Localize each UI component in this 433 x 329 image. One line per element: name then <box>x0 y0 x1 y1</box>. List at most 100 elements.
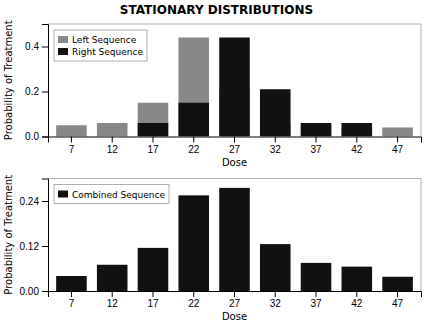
bar <box>97 123 128 137</box>
legend-swatch <box>58 36 68 43</box>
x-tick: 17 <box>147 137 159 155</box>
tick-mark <box>234 291 235 297</box>
x-tick: 42 <box>351 137 363 155</box>
tick-mark <box>71 137 72 143</box>
x-tick: 32 <box>270 291 282 309</box>
x-tick-label: 32 <box>270 144 282 155</box>
bar <box>56 276 87 291</box>
tick-mark <box>397 291 398 297</box>
y-tick-label: 0.12 <box>20 241 40 252</box>
bar <box>219 188 250 291</box>
panel: 712172227323742470.00.20.4DoseProbabilit… <box>3 20 422 167</box>
x-tick-label: 22 <box>188 144 200 155</box>
x-tick-label: 27 <box>229 144 241 155</box>
legend-label: Right Sequence <box>72 47 143 57</box>
tick-mark <box>356 137 357 143</box>
chart: STATIONARY DISTRIBUTIONS 7 12 17 22 27 32 37 42 4… <box>0 0 433 329</box>
x-tick: 12 <box>107 137 119 155</box>
bar <box>178 195 209 291</box>
x-tick-label: 47 <box>392 298 404 309</box>
x-tick: 7 <box>69 137 75 155</box>
x-tick: 22 <box>188 291 200 309</box>
tick-mark <box>71 291 72 297</box>
y-tick: 0.12 <box>20 241 48 252</box>
axis-line <box>42 25 49 138</box>
legend-box <box>54 30 147 61</box>
x-tick-label: 12 <box>107 144 119 155</box>
y-axis: 0.00.20.4 <box>25 25 48 143</box>
y-tick: 0.0 <box>25 131 48 142</box>
x-tick-label: 7 <box>69 144 75 155</box>
bar <box>342 123 373 137</box>
bar <box>260 89 291 136</box>
x-tick: 47 <box>392 137 404 155</box>
frame-top <box>48 178 421 179</box>
tick-mark <box>42 47 48 48</box>
tick-mark <box>275 137 276 143</box>
series <box>138 38 372 137</box>
legend-box <box>54 185 169 204</box>
bar <box>260 244 291 291</box>
x-tick-label: 27 <box>229 298 241 309</box>
bar <box>301 263 332 291</box>
bar <box>219 38 250 137</box>
x-tick: 42 <box>351 291 363 309</box>
x-tick-label: 7 <box>69 298 75 309</box>
y-tick-label: 0.00 <box>20 286 40 297</box>
bar <box>97 136 128 137</box>
x-tick-label: 12 <box>107 298 119 309</box>
tick-mark <box>42 92 48 93</box>
x-tick: 37 <box>310 291 322 309</box>
axis-line <box>49 292 422 298</box>
tick-mark <box>193 137 194 143</box>
bar <box>178 38 209 137</box>
legend: Left Sequence Right Sequence <box>54 30 147 61</box>
tick-mark <box>42 291 48 292</box>
bar <box>138 103 169 137</box>
x-tick: 12 <box>107 291 119 309</box>
bar <box>382 277 413 291</box>
tick-mark <box>42 137 48 138</box>
tick-mark <box>42 201 48 202</box>
bar <box>56 136 87 137</box>
tick-mark <box>42 246 48 247</box>
title: STATIONARY DISTRIBUTIONS <box>120 3 313 17</box>
bars <box>56 38 413 137</box>
tick-mark <box>356 291 357 297</box>
frame-top <box>48 24 421 25</box>
x-tick-label: 37 <box>310 298 322 309</box>
x-tick: 7 <box>69 291 75 309</box>
legend-label: Combined Sequence <box>72 190 165 200</box>
tick-mark <box>112 137 113 143</box>
x-tick: 47 <box>392 291 404 309</box>
x-axis: 71217222732374247 <box>49 291 422 309</box>
x-tick: 22 <box>188 137 200 155</box>
bar <box>97 265 128 291</box>
bar <box>342 267 373 291</box>
x-tick-label: 17 <box>147 144 159 155</box>
axis-line <box>42 179 49 292</box>
tick-mark <box>397 137 398 143</box>
x-axis-title: Dose <box>222 157 247 168</box>
tick-mark <box>152 291 153 297</box>
tick-mark <box>193 291 194 297</box>
tick-mark <box>112 291 113 297</box>
y-axis-title: Probability of Treatment <box>3 20 14 140</box>
bar <box>138 123 169 137</box>
legend-label: Left Sequence <box>72 35 137 45</box>
tick-mark <box>234 137 235 143</box>
y-tick: 0.24 <box>20 196 48 207</box>
panel: 712172227323742470.000.120.24DoseProbabi… <box>3 175 422 322</box>
frame-right <box>421 179 422 292</box>
tick-mark <box>316 137 317 143</box>
y-axis: 0.00 0.12 0.24 <box>20 179 49 297</box>
tick-mark <box>152 137 153 143</box>
x-tick: 27 <box>229 137 241 155</box>
legend-swatch <box>58 48 68 55</box>
bar <box>138 248 169 291</box>
tick-mark <box>275 291 276 297</box>
frame-right <box>421 24 422 137</box>
y-axis-title: Probability of Treatment <box>3 175 14 295</box>
x-tick-label: 42 <box>351 298 363 309</box>
bar <box>382 136 413 137</box>
